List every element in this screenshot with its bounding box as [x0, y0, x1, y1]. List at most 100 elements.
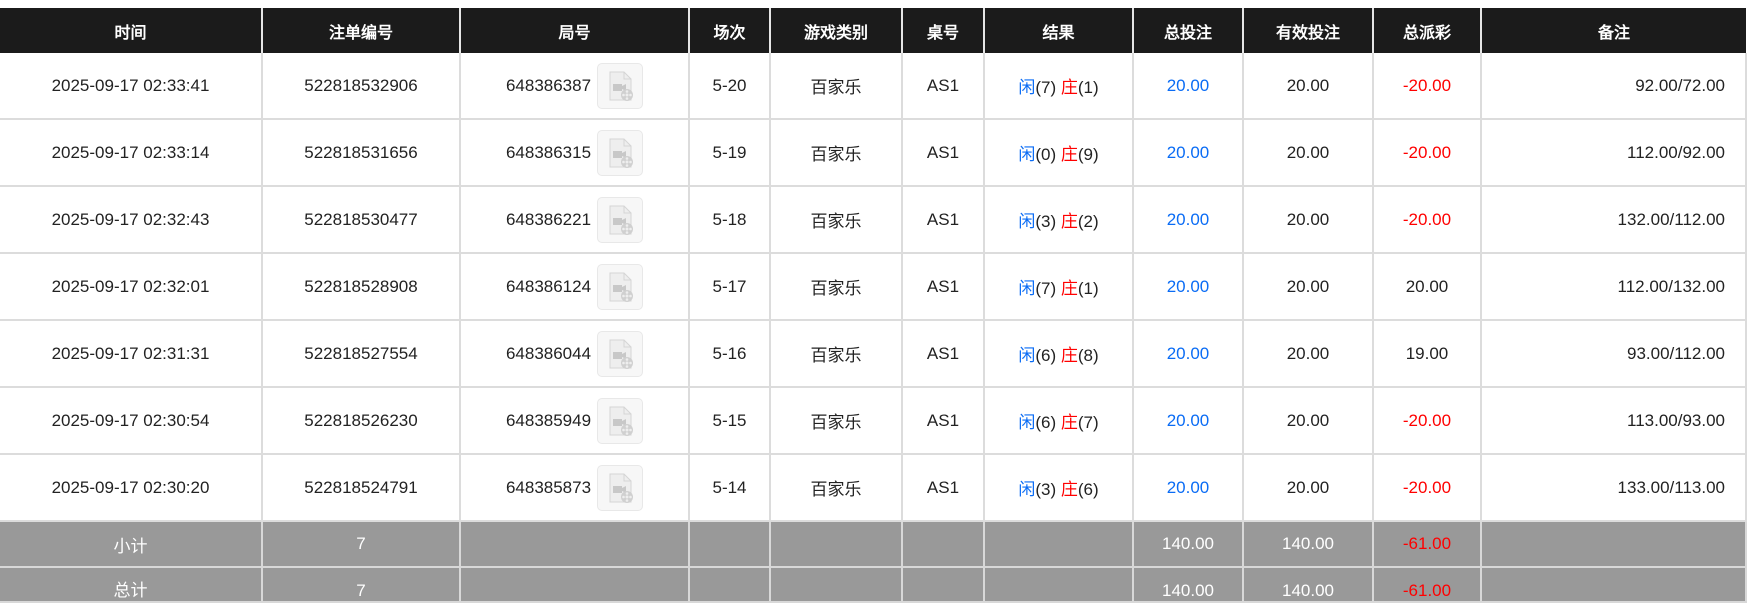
- table-number: AS1: [901, 186, 985, 254]
- table-row: 2025-09-17 02:32:01 522818528908 648386124…: [0, 253, 1747, 321]
- table-row: 2025-09-17 02:33:41 522818532906 648386387…: [0, 53, 1747, 120]
- bet-time: 2025-09-17 02:32:43: [0, 186, 263, 254]
- shoe-number: 5-20: [688, 53, 771, 120]
- bet-id: 522818524791: [261, 454, 461, 522]
- bet-id: 522818527554: [261, 320, 461, 388]
- game-type: 百家乐: [769, 53, 903, 120]
- bet-id: 522818526230: [261, 387, 461, 455]
- round-cell: 648386044: [459, 320, 690, 388]
- table-row: 2025-09-17 02:32:43 522818530477 648386221…: [0, 186, 1747, 254]
- player-score: (0): [1035, 145, 1057, 164]
- player-score: (7): [1035, 78, 1057, 97]
- empty-cell: [459, 521, 690, 568]
- game-type: 百家乐: [769, 320, 903, 388]
- round-number: 648386124: [505, 276, 592, 296]
- round-number: 648386315: [505, 142, 592, 162]
- column-header-total-bet: 总投注: [1133, 8, 1244, 53]
- bet-time: 2025-09-17 02:31:31: [0, 320, 263, 388]
- valid-bet: 20.00: [1242, 253, 1374, 321]
- payout: 19.00: [1372, 320, 1482, 388]
- table-row: 2025-09-17 02:30:20 522818524791 648385873…: [0, 454, 1747, 522]
- result-cell: 闲(6) 庄(7): [983, 387, 1134, 455]
- player-score: (3): [1035, 212, 1057, 231]
- table-number: AS1: [901, 253, 985, 321]
- total-bet: 20.00: [1132, 119, 1244, 187]
- video-file-icon[interactable]: [597, 196, 644, 243]
- subtotal-valid-bet: 140.00: [1242, 521, 1374, 568]
- player-label: 闲: [1018, 346, 1036, 365]
- payout: -20.00: [1372, 119, 1482, 187]
- table-row: 2025-09-17 02:30:54 522818526230 648385949…: [0, 387, 1747, 455]
- result-cell: 闲(6) 庄(8): [983, 320, 1134, 388]
- empty-cell: [688, 521, 771, 568]
- round-number: 648385873: [505, 477, 592, 497]
- bet-time: 2025-09-17 02:33:14: [0, 119, 263, 187]
- note: 112.00/132.00: [1480, 253, 1747, 321]
- shoe-number: 5-17: [688, 253, 771, 321]
- total-bet: 20.00: [1132, 454, 1244, 522]
- video-file-icon[interactable]: [597, 62, 644, 109]
- result-cell: 闲(0) 庄(9): [983, 119, 1134, 187]
- banker-label: 庄: [1060, 346, 1078, 365]
- banker-label: 庄: [1060, 78, 1078, 97]
- empty-cell: [769, 567, 903, 603]
- note: 92.00/72.00: [1480, 53, 1747, 120]
- valid-bet: 20.00: [1242, 454, 1374, 522]
- valid-bet: 20.00: [1242, 53, 1374, 120]
- note: 113.00/93.00: [1480, 387, 1747, 455]
- bet-time: 2025-09-17 02:30:54: [0, 387, 263, 455]
- banker-label: 庄: [1060, 145, 1078, 164]
- total-bet: 20.00: [1132, 186, 1244, 254]
- empty-cell: [1480, 521, 1747, 568]
- bet-time: 2025-09-17 02:30:20: [0, 454, 263, 522]
- subtotal-row: 小计 7 140.00 140.00 -61.00: [0, 521, 1747, 568]
- banker-score: (2): [1077, 212, 1099, 231]
- empty-cell: [688, 567, 771, 603]
- total-payout: -61.00: [1372, 567, 1482, 603]
- table-number: AS1: [901, 454, 985, 522]
- table-header-row: 时间 注单编号 局号 场次 游戏类别 桌号 结果 总投注 有效投注 总派彩 备注: [0, 8, 1746, 53]
- bet-id: 522818528908: [261, 253, 461, 321]
- column-header-result: 结果: [984, 8, 1134, 53]
- column-header-shoe: 场次: [689, 8, 771, 53]
- column-header-note: 备注: [1481, 8, 1746, 53]
- player-score: (3): [1035, 480, 1057, 499]
- shoe-number: 5-19: [688, 119, 771, 187]
- bet-id: 522818531656: [261, 119, 461, 187]
- player-label: 闲: [1018, 145, 1036, 164]
- player-score: (7): [1035, 279, 1057, 298]
- video-file-icon[interactable]: [597, 129, 644, 176]
- video-file-icon[interactable]: [597, 397, 644, 444]
- total-label: 总计: [0, 567, 263, 603]
- video-file-icon[interactable]: [597, 330, 644, 377]
- total-bet: 20.00: [1132, 253, 1244, 321]
- round-number: 648386387: [505, 75, 592, 95]
- round-cell: 648386387: [459, 53, 690, 120]
- banker-score: (8): [1077, 346, 1099, 365]
- table-row: 2025-09-17 02:31:31 522818527554 648386044…: [0, 320, 1747, 388]
- table-number: AS1: [901, 53, 985, 120]
- column-header-payout: 总派彩: [1373, 8, 1482, 53]
- column-header-valid-bet: 有效投注: [1243, 8, 1374, 53]
- banker-label: 庄: [1060, 279, 1078, 298]
- subtotal-payout: -61.00: [1372, 521, 1482, 568]
- video-file-icon[interactable]: [597, 464, 644, 511]
- banker-score: (1): [1077, 279, 1099, 298]
- bet-time: 2025-09-17 02:32:01: [0, 253, 263, 321]
- shoe-number: 5-18: [688, 186, 771, 254]
- round-cell: 648386124: [459, 253, 690, 321]
- video-file-icon[interactable]: [597, 263, 644, 310]
- payout: -20.00: [1372, 186, 1482, 254]
- column-header-round: 局号: [460, 8, 690, 53]
- game-type: 百家乐: [769, 387, 903, 455]
- empty-cell: [459, 567, 690, 603]
- bet-id: 522818532906: [261, 53, 461, 120]
- note: 93.00/112.00: [1480, 320, 1747, 388]
- table-number: AS1: [901, 387, 985, 455]
- game-type: 百家乐: [769, 454, 903, 522]
- player-label: 闲: [1018, 413, 1036, 432]
- note: 112.00/92.00: [1480, 119, 1747, 187]
- round-number: 648386221: [505, 209, 592, 229]
- banker-score: (9): [1077, 145, 1099, 164]
- player-score: (6): [1035, 346, 1057, 365]
